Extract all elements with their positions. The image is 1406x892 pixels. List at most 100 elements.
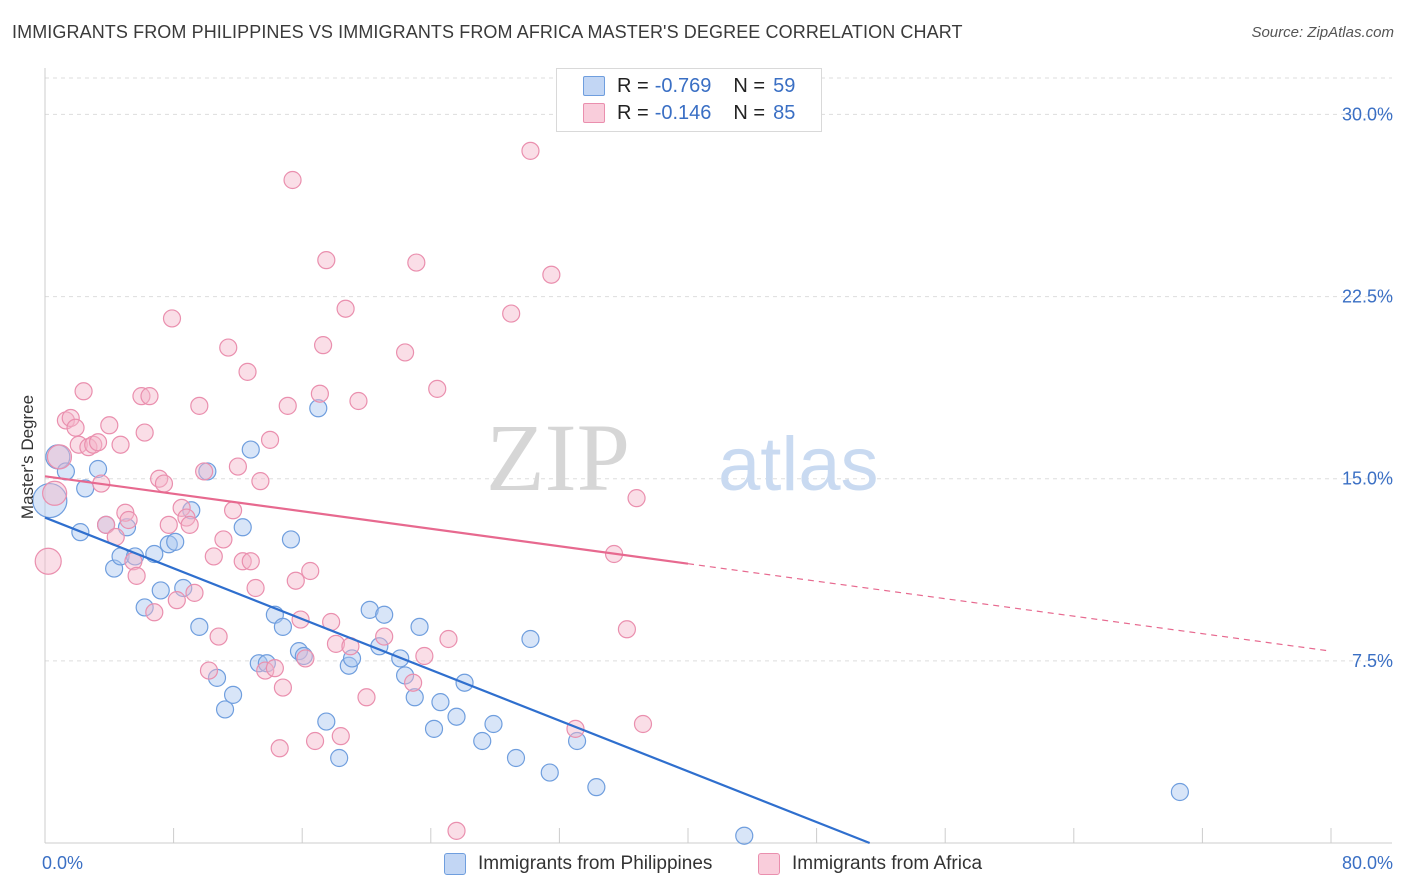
legend-n-label: N =: [733, 74, 766, 97]
africa-point: [167, 591, 186, 610]
chart-source: Source: ZipAtlas.com: [1251, 24, 1394, 41]
legend-row-philippines: R = -0.769 N = 59: [583, 73, 795, 99]
africa-point: [447, 821, 466, 840]
africa-point: [331, 727, 350, 746]
africa-point: [241, 552, 260, 571]
philippines-point: [273, 617, 293, 636]
africa-point: [159, 515, 178, 534]
watermark: ZIP atlas: [486, 404, 879, 511]
africa-point: [326, 634, 346, 653]
africa-point: [185, 583, 204, 602]
africa-point: [633, 714, 653, 734]
africa-point: [56, 411, 75, 430]
philippines-point: [540, 763, 559, 782]
legend-n-value: 59: [773, 74, 796, 97]
africa-point: [140, 387, 159, 406]
philippines-point: [223, 685, 243, 704]
africa-point: [407, 253, 426, 272]
africa-point: [439, 629, 458, 649]
watermark-zip: ZIP: [486, 404, 630, 511]
africa-point: [145, 603, 164, 622]
philippines-point: [330, 748, 349, 768]
y-tick-label: 22.5%: [1342, 287, 1393, 307]
philippines-point: [166, 532, 185, 551]
labels-layer: 7.5% 15.0% 22.5% 30.0% 0.0% 80.0%: [42, 104, 1393, 873]
africa-point: [349, 391, 368, 411]
africa-point: [251, 472, 270, 491]
watermark-atlas: atlas: [718, 422, 879, 507]
africa-point: [88, 433, 108, 452]
legend-r-label: R =: [617, 101, 649, 124]
africa-point: [301, 561, 320, 581]
africa-point: [74, 382, 93, 401]
x-tick-label-min: 0.0%: [42, 853, 83, 873]
africa-point: [296, 649, 315, 668]
africa-point: [305, 731, 325, 751]
africa-point: [270, 739, 289, 758]
africa-point: [265, 659, 284, 678]
africa-point: [209, 627, 228, 646]
africa-point: [246, 578, 265, 598]
legend-n-value: 85: [773, 101, 796, 124]
africa-point: [542, 265, 561, 284]
philippines-point: [447, 707, 466, 726]
africa-point: [162, 309, 182, 328]
africa-point: [428, 379, 447, 398]
africa-point: [135, 423, 154, 442]
philippines-point: [506, 748, 526, 768]
philippines-point: [32, 482, 68, 519]
africa-point: [180, 515, 199, 534]
africa-point: [119, 510, 138, 530]
africa-point: [195, 462, 214, 481]
bottom-legend-label: Immigrants from Africa: [792, 853, 983, 874]
philippines-trend-line: [44, 516, 871, 845]
philippines-point: [424, 719, 444, 738]
philippines-point: [88, 459, 108, 479]
philippines-point: [735, 826, 754, 845]
africa-point: [66, 418, 85, 437]
africa-point: [100, 416, 119, 435]
philippines-point: [587, 778, 606, 797]
philippines-point: [215, 700, 235, 719]
y-axis-title: Master's Degree: [18, 394, 37, 520]
africa-point: [61, 408, 80, 428]
africa-point: [375, 627, 394, 646]
africa-point: [111, 435, 130, 454]
philippines-point: [473, 731, 492, 751]
africa-point: [219, 338, 238, 357]
africa-trend-line: [44, 475, 689, 565]
africa-point: [283, 170, 302, 190]
philippines-point: [281, 530, 301, 549]
bottom-legend-label: Immigrants from Philippines: [478, 853, 713, 874]
africa-point: [502, 304, 521, 323]
y-tick-label: 7.5%: [1352, 651, 1393, 671]
africa-point: [223, 501, 243, 520]
bottom-legend-africa: Immigrants from Africa: [758, 852, 982, 876]
africa-point: [273, 678, 293, 697]
africa-point: [79, 438, 98, 457]
africa-point: [46, 444, 73, 470]
chart-title: IMMIGRANTS FROM PHILIPPINES VS IMMIGRANT…: [12, 22, 963, 42]
africa-point: [42, 480, 68, 506]
africa-point: [190, 396, 209, 415]
philippines-point: [317, 712, 336, 731]
africa-point: [404, 673, 423, 692]
legend-n-label: N =: [733, 101, 766, 124]
africa-point: [154, 474, 174, 493]
africa-point: [34, 547, 62, 575]
africa-point: [199, 661, 219, 680]
africa-point: [127, 566, 146, 585]
africa-point: [617, 620, 637, 639]
africa-point: [395, 343, 415, 362]
bottom-legend-philippines: Immigrants from Philippines: [444, 852, 712, 876]
legend-swatch-blue: [583, 76, 605, 96]
philippines-point: [521, 629, 540, 649]
legend-swatch-pink: [583, 103, 605, 123]
africa-point: [172, 498, 191, 517]
africa-point: [317, 251, 336, 270]
legend-r-value: -0.769: [654, 74, 712, 97]
africa-point: [260, 430, 280, 449]
africa-point: [278, 396, 297, 415]
philippines-point: [151, 581, 170, 600]
